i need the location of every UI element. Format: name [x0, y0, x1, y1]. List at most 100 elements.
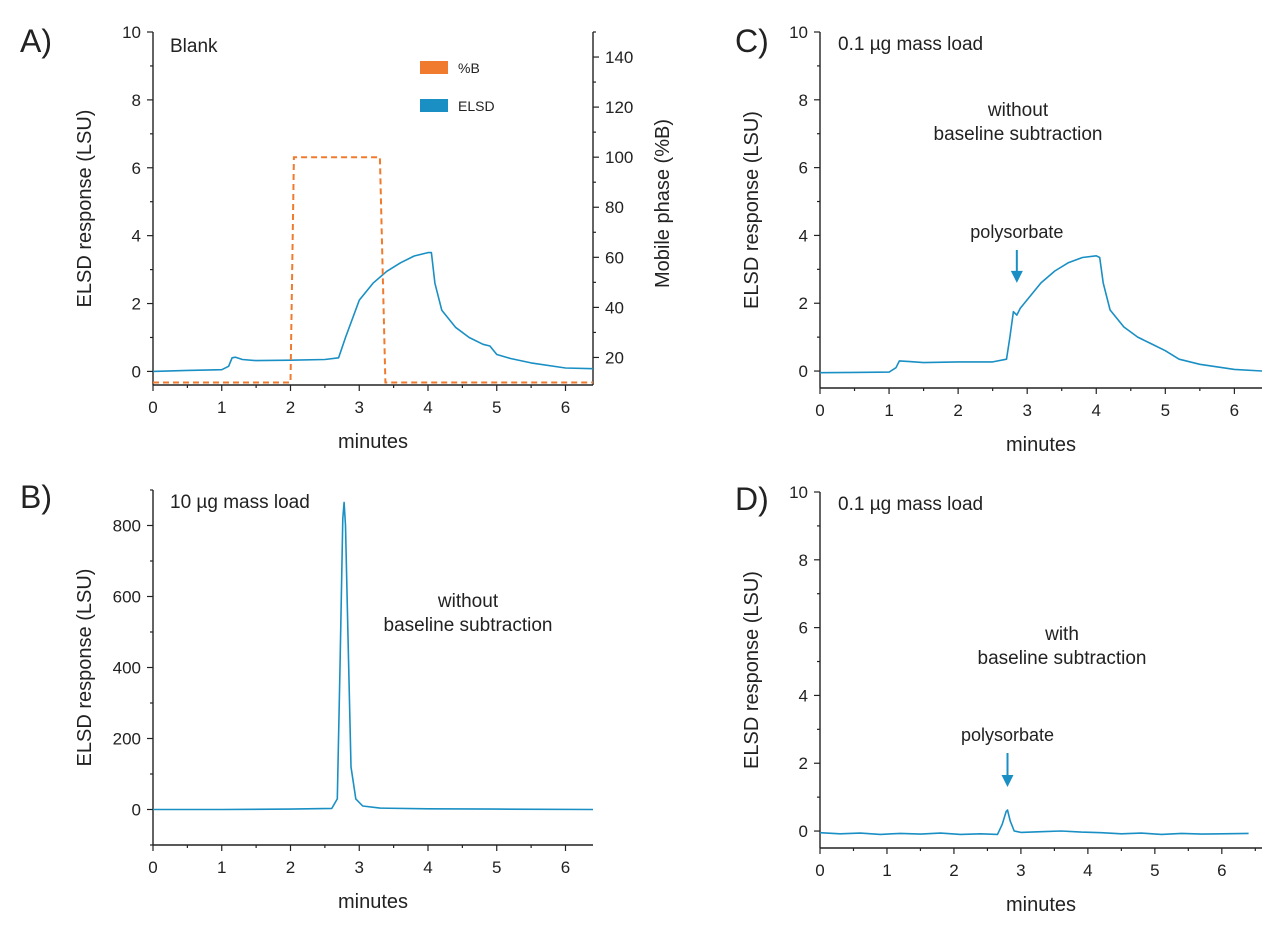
- y-tick-label: 0: [132, 801, 141, 820]
- y-tick-label: 8: [132, 91, 141, 110]
- legend-label-percent-b: %B: [458, 60, 480, 76]
- y-tick-label: 2: [799, 754, 808, 773]
- y-axis-title: ELSD response (LSU): [741, 571, 763, 769]
- panel-title: 0.1 µg mass load: [838, 34, 983, 55]
- y-tick-label: 0: [132, 362, 141, 381]
- panel-c: C) 0 1 2 3 4 5 6 minutes 0 2 4 6 8 10 ELSD response (LS…: [735, 23, 1263, 456]
- x-tick-label: 1: [217, 858, 226, 877]
- panel-label: B): [20, 479, 52, 515]
- panel-d: D) 0 1 2 3 4 5 6 minutes 0 2 4 6 8 10 ELSD response (LS…: [735, 481, 1262, 916]
- y-tick-label: 200: [113, 730, 141, 749]
- x-tick-label: 6: [1230, 401, 1239, 420]
- y-tick-label: 8: [799, 551, 808, 570]
- y2-tick-label: 100: [605, 148, 633, 167]
- y-tick-label: 4: [132, 227, 141, 246]
- y-tick-label: 10: [122, 23, 141, 42]
- series-elsd-line: [153, 501, 594, 811]
- y-tick-label: 4: [799, 686, 808, 705]
- x-tick-label: 6: [561, 858, 570, 877]
- x-tick-label: 5: [1150, 861, 1159, 880]
- panel-title: Blank: [170, 36, 218, 57]
- y-tick-label: 2: [132, 295, 141, 314]
- annotation-line: baseline subtraction: [978, 648, 1147, 669]
- y-tick-label: 0: [799, 822, 808, 841]
- y2-tick-label: 60: [605, 248, 624, 267]
- x-tick-label: 2: [286, 858, 295, 877]
- y2-axis-title: Mobile phase (%B): [652, 119, 674, 288]
- panel-title: 10 µg mass load: [170, 492, 310, 513]
- series-percent-b-line: [153, 156, 593, 384]
- x-tick-label: 0: [148, 858, 157, 877]
- panel-title: 0.1 µg mass load: [838, 494, 983, 515]
- x-tick-label: 3: [1022, 401, 1031, 420]
- annotation-line: without: [437, 591, 499, 612]
- x-tick-label: 5: [492, 858, 501, 877]
- x-tick-label: 2: [949, 861, 958, 880]
- y-tick-label: 600: [113, 588, 141, 607]
- series-elsd-line: [819, 255, 1263, 374]
- y2-tick-label: 40: [605, 298, 624, 317]
- arrow-head: [1001, 774, 1014, 787]
- x-axis-title: minutes: [1006, 434, 1076, 456]
- arrow-head: [1010, 270, 1023, 283]
- y-axis-title: ELSD response (LSU): [74, 110, 96, 308]
- legend-label-elsd: ELSD: [458, 98, 495, 114]
- annotation-line: without: [987, 100, 1049, 121]
- y-tick-label: 800: [113, 517, 141, 536]
- panel-a: A) 0 1 2 3 4 5 6 minutes 0 2 4 6 8 10 ELSD response (LS…: [20, 23, 674, 453]
- panel-label: D): [735, 481, 769, 517]
- x-tick-label: 6: [1217, 861, 1226, 880]
- y2-tick-label: 80: [605, 198, 624, 217]
- x-tick-label: 0: [148, 398, 157, 417]
- y-tick-label: 6: [799, 619, 808, 638]
- y-tick-label: 0: [799, 362, 808, 381]
- y-tick-label: 10: [789, 23, 808, 42]
- y-axis-title: ELSD response (LSU): [74, 569, 96, 767]
- x-tick-label: 5: [1161, 401, 1170, 420]
- series-elsd-line: [819, 809, 1249, 836]
- x-tick-label: 2: [286, 398, 295, 417]
- x-tick-label: 3: [355, 398, 364, 417]
- x-tick-label: 3: [1016, 861, 1025, 880]
- legend-swatch-percent-b: [420, 61, 448, 74]
- y-axis-title: ELSD response (LSU): [741, 111, 763, 309]
- x-axis-title: minutes: [338, 891, 408, 913]
- annotation-line: baseline subtraction: [384, 615, 553, 636]
- x-axis-title: minutes: [1006, 894, 1076, 916]
- arrow-label: polysorbate: [970, 222, 1063, 242]
- x-tick-label: 2: [953, 401, 962, 420]
- arrow-label: polysorbate: [961, 725, 1054, 745]
- x-tick-label: 1: [882, 861, 891, 880]
- x-tick-label: 3: [355, 858, 364, 877]
- y-tick-label: 6: [799, 159, 808, 178]
- panel-label: C): [735, 23, 769, 59]
- x-tick-label: 1: [217, 398, 226, 417]
- y-tick-label: 6: [132, 159, 141, 178]
- x-tick-label: 4: [1092, 401, 1101, 420]
- panel-b: B) 0 1 2 3 4 5 6 minutes 0 200 400 600 800 ELSD respon…: [20, 479, 594, 913]
- y-tick-label: 4: [799, 226, 808, 245]
- x-tick-label: 4: [423, 858, 432, 877]
- x-tick-label: 4: [423, 398, 432, 417]
- y-tick-label: 2: [799, 294, 808, 313]
- x-axis-title: minutes: [338, 431, 408, 453]
- y2-tick-label: 140: [605, 48, 633, 67]
- x-tick-label: 0: [815, 401, 824, 420]
- annotation-line: baseline subtraction: [934, 124, 1103, 145]
- y-tick-label: 10: [789, 483, 808, 502]
- x-tick-label: 4: [1083, 861, 1092, 880]
- legend: %B ELSD: [420, 60, 495, 114]
- annotation-line: with: [1044, 624, 1079, 645]
- x-tick-label: 5: [492, 398, 501, 417]
- x-tick-label: 1: [884, 401, 893, 420]
- series-elsd-line: [152, 251, 594, 373]
- x-tick-label: 0: [815, 861, 824, 880]
- legend-swatch-elsd: [420, 99, 448, 112]
- y2-tick-label: 120: [605, 98, 633, 117]
- y-tick-label: 400: [113, 659, 141, 678]
- y-tick-label: 8: [799, 91, 808, 110]
- x-tick-label: 6: [561, 398, 570, 417]
- panel-label: A): [20, 23, 52, 59]
- y2-tick-label: 20: [605, 348, 624, 367]
